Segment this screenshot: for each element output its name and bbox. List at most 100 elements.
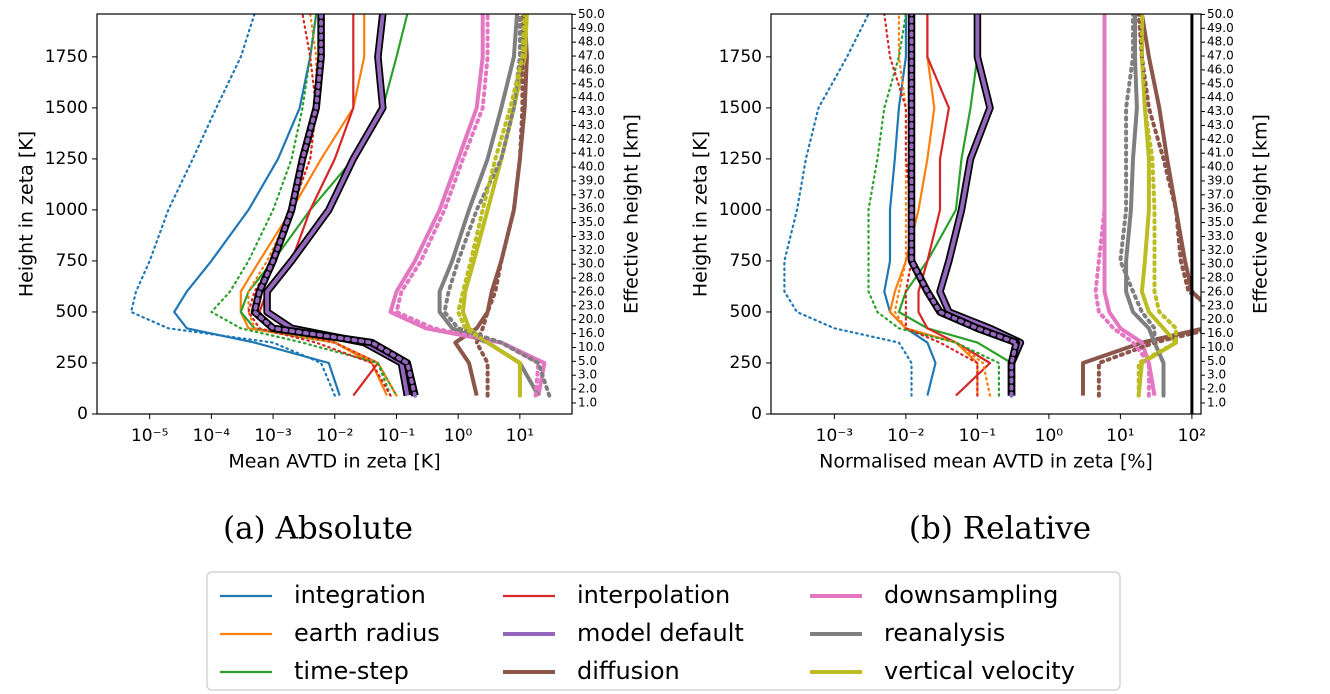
series-line: [210, 14, 392, 397]
series-line: [1081, 14, 1201, 396]
y2-tick-label: 39.0: [578, 173, 605, 187]
y2-tick-label: 32.0: [578, 243, 605, 257]
x-tick-label: 10⁰: [444, 426, 473, 446]
y2-tick-label: 20.0: [1207, 312, 1234, 326]
series-line: [394, 14, 541, 398]
y2-tick-label: 33.0: [1207, 229, 1234, 243]
y2-tick-label: 28.0: [1207, 271, 1234, 285]
caption: (a) Absolute: [223, 511, 413, 547]
y2-tick-label: 43.0: [578, 104, 605, 118]
y-tick-label: 250: [730, 353, 762, 373]
legend-label: reanalysis: [884, 619, 1005, 647]
y2-tick-label: 36.0: [1207, 201, 1234, 215]
legend-label: model default: [577, 619, 744, 647]
y-tick-label: 1000: [719, 200, 762, 220]
y2-tick-label: 26.0: [1207, 284, 1234, 298]
y2-tick-label: 36.0: [578, 201, 605, 215]
y-tick-label: 0: [77, 404, 88, 424]
x-tick-label: 10⁻⁴: [193, 426, 231, 446]
x-tick-label: 10⁻¹: [959, 426, 996, 446]
y2-tick-label: 41.0: [578, 146, 605, 160]
series-line: [883, 14, 979, 397]
y2-tick-label: 16.0: [578, 326, 605, 340]
x-axis-label: Normalised mean AVTD in zeta [%]: [819, 451, 1153, 473]
y2-tick-label: 1.0: [578, 395, 597, 409]
y2-axis-label: Effective height [km]: [1250, 114, 1272, 314]
y2-tick-label: 26.0: [578, 284, 605, 298]
y2-tick-label: 1.0: [1207, 395, 1226, 409]
y2-tick-label: 42.0: [578, 132, 605, 146]
y-tick-label: 250: [56, 353, 88, 373]
y-tick-label: 1750: [719, 47, 762, 67]
y2-tick-label: 48.0: [1207, 35, 1234, 49]
y2-tick-label: 43.0: [1207, 118, 1234, 132]
series-line: [252, 14, 417, 398]
series-line: [909, 14, 1019, 398]
series-line: [130, 14, 336, 397]
y2-tick-label: 41.0: [1207, 146, 1234, 160]
x-tick-label: 10⁻¹: [378, 426, 415, 446]
y2-tick-label: 23.0: [1207, 298, 1234, 312]
y-tick-label: 500: [56, 302, 88, 322]
y-tick-label: 500: [730, 302, 762, 322]
series-line: [783, 14, 913, 397]
y2-tick-label: 49.0: [1207, 21, 1234, 35]
y2-tick-label: 40.0: [1207, 160, 1234, 174]
series-line: [1136, 14, 1178, 398]
y2-tick-label: 23.0: [578, 298, 605, 312]
y2-tick-label: 44.0: [578, 90, 605, 104]
y2-tick-label: 5.0: [1207, 354, 1226, 368]
y2-tick-label: 48.0: [578, 35, 605, 49]
y2-tick-label: 28.0: [578, 271, 605, 285]
y2-tick-label: 49.0: [578, 21, 605, 35]
x-tick-label: 10⁻²: [887, 426, 924, 446]
plot-area: 10⁻⁵ 10⁻⁴ 10⁻³ 10⁻² 10⁻¹ 10⁰ 10¹ 0 250 500 750 1000…: [16, 7, 643, 547]
series-line: [442, 14, 552, 398]
legend-frame: [206, 571, 1121, 691]
y-tick-label: 750: [56, 251, 88, 271]
legend-label: downsampling: [884, 581, 1058, 609]
y2-tick-label: 3.0: [578, 368, 597, 382]
y-tick-label: 1250: [45, 149, 88, 169]
y2-tick-label: 35.0: [578, 215, 605, 229]
x-tick-label: 10⁻²: [316, 426, 353, 446]
y2-tick-label: 37.0: [578, 187, 605, 201]
x-axis-label: Mean AVTD in zeta [K]: [228, 451, 440, 473]
x-tick-label: 10¹: [506, 426, 534, 446]
y2-tick-label: 2.0: [1207, 382, 1226, 396]
axes-frame: [770, 13, 1202, 415]
y2-tick-label: 46.0: [1207, 62, 1234, 76]
series-line: [1118, 14, 1166, 398]
x-tick-label: 10⁻³: [816, 426, 853, 446]
y2-tick-label: 45.0: [578, 76, 605, 90]
y2-tick-label: 46.0: [578, 62, 605, 76]
axes-frame: [96, 13, 573, 415]
lines: [783, 14, 1201, 398]
y2-tick-label: 33.0: [578, 229, 605, 243]
y-tick-label: 1500: [719, 98, 762, 118]
y2-tick-label: 42.0: [1207, 132, 1234, 146]
y-tick-label: 1250: [719, 149, 762, 169]
series-line: [1096, 14, 1201, 398]
y2-tick-label: 50.0: [1207, 7, 1234, 21]
y2-tick-label: 44.0: [1207, 90, 1234, 104]
legend-label: integration: [294, 581, 426, 609]
y-tick-label: 750: [730, 251, 762, 271]
series-line: [1093, 14, 1151, 398]
x-tick-label: 10⁰: [1035, 426, 1064, 446]
y-tick-label: 1000: [45, 200, 88, 220]
y2-tick-label: 40.0: [578, 160, 605, 174]
y2-tick-label: 5.0: [578, 354, 597, 368]
y2-tick-label: 16.0: [1207, 326, 1234, 340]
y2-tick-label: 47.0: [1207, 49, 1234, 63]
y2-tick-label: 32.0: [1207, 243, 1234, 257]
y2-axis-label: Effective height [km]: [621, 114, 643, 314]
legend-label: earth radius: [294, 619, 440, 647]
y2-tick-label: 50.0: [578, 7, 605, 21]
legend-label: vertical velocity: [884, 657, 1075, 685]
y2-tick-label: 43.0: [1207, 104, 1234, 118]
y2-tick-label: 47.0: [578, 49, 605, 63]
y-tick-label: 1750: [45, 47, 88, 67]
y-tick-label: 1500: [45, 98, 88, 118]
